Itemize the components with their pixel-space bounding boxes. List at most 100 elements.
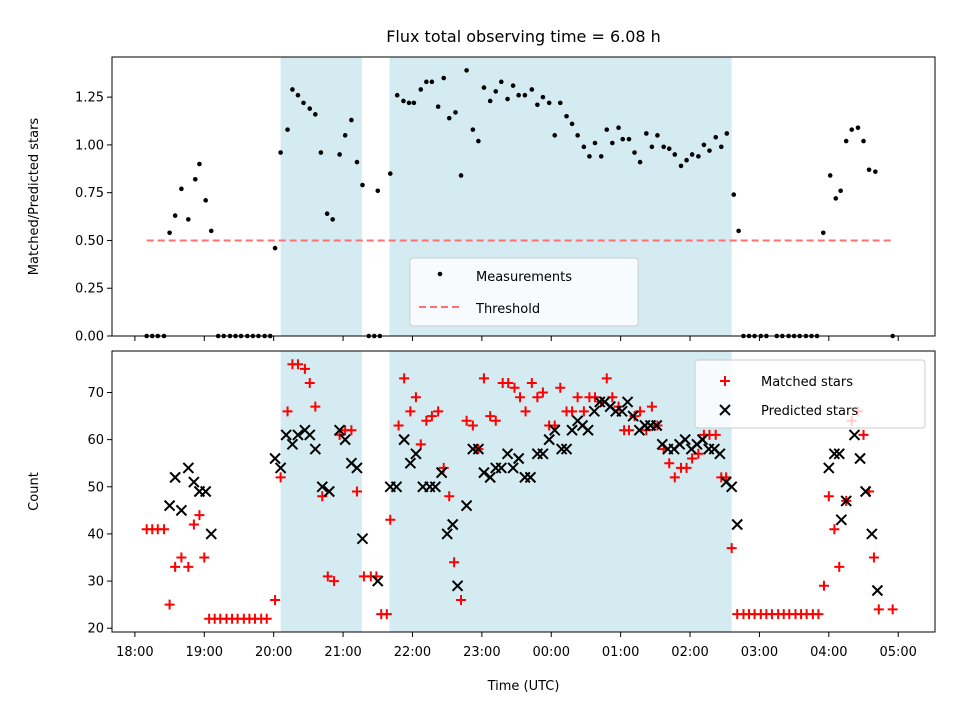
data-point (203, 198, 208, 203)
x-tick-label: 03:00 (741, 645, 778, 660)
data-point (490, 415, 501, 426)
y-tick-label: 30 (87, 575, 104, 590)
data-point (887, 604, 898, 615)
data-point (866, 167, 872, 173)
legend-label-threshold: Threshold (475, 302, 540, 317)
data-point (329, 576, 340, 587)
data-point (627, 410, 639, 422)
data-point (179, 186, 184, 192)
shaded-interval (389, 351, 732, 632)
data-point (472, 443, 485, 455)
data-point (375, 188, 381, 194)
data-point (346, 425, 357, 436)
data-point (270, 594, 281, 605)
y-tick-label: 40 (87, 527, 104, 542)
data-point (192, 177, 198, 182)
data-point (309, 443, 322, 455)
data-point (587, 154, 592, 159)
data-point (399, 373, 410, 384)
data-point (159, 524, 170, 535)
data-point (441, 528, 453, 540)
data-point (199, 485, 212, 498)
data-point (529, 87, 535, 92)
data-point (304, 378, 315, 389)
data-point (401, 98, 406, 104)
data-point (833, 196, 839, 201)
data-point (360, 182, 365, 188)
data-point (507, 462, 519, 474)
data-point (481, 85, 487, 90)
data-point (176, 552, 187, 563)
legend: Matched stars Predicted stars (694, 359, 926, 429)
data-point (840, 495, 852, 507)
data-point (323, 485, 335, 498)
data-point (854, 452, 866, 465)
data-point (581, 144, 587, 150)
data-point (601, 373, 612, 384)
data-point (726, 543, 737, 554)
data-point (484, 471, 496, 484)
data-point (555, 382, 566, 393)
data-point (598, 154, 604, 159)
data-point (188, 519, 199, 530)
top-panel: 0.00 0.25 0.50 0.75 1.00 1.25 Matched/Predicte… (27, 56, 936, 345)
data-point (718, 144, 724, 150)
data-point (493, 89, 499, 94)
data-point (299, 363, 310, 374)
data-point (354, 159, 360, 165)
data-point (337, 152, 342, 157)
data-point (687, 453, 698, 464)
data-point (449, 557, 460, 568)
data-point (269, 452, 281, 465)
data-point (182, 462, 195, 474)
data-point (387, 171, 393, 176)
data-point (441, 75, 446, 81)
data-point (410, 392, 421, 403)
data-point (873, 169, 878, 174)
data-point (351, 462, 363, 474)
data-point (498, 79, 504, 85)
data-point (861, 138, 866, 144)
x-tick-label: 01:00 (602, 645, 639, 660)
data-point (651, 419, 663, 432)
data-point (453, 110, 458, 115)
data-point (736, 228, 741, 234)
data-point (426, 411, 437, 422)
data-point (318, 150, 324, 155)
bottom-panel: 20 30 40 50 60 70 18:00 19:00 20:00 21:00 22:00 23:… (27, 350, 936, 694)
data-point (666, 146, 672, 152)
data-point (655, 133, 660, 138)
data-point (569, 121, 575, 127)
legend-marker-predicted (719, 404, 731, 416)
legend-label-matched: Matched stars (761, 375, 853, 390)
data-point (555, 443, 568, 455)
data-point (324, 211, 330, 216)
data-point (510, 83, 516, 88)
data-point (710, 429, 721, 440)
data-point (385, 514, 396, 525)
data-point (646, 401, 657, 412)
y-tick-label: 70 (87, 386, 104, 401)
data-point (274, 462, 287, 474)
legend: Measurements Threshold (409, 257, 639, 327)
data-point (567, 406, 578, 417)
data-point (322, 571, 333, 582)
data-point (290, 87, 295, 92)
data-point (537, 387, 548, 398)
data-point (421, 415, 432, 426)
chart-title: Flux total observing time = 6.08 h (386, 27, 661, 46)
data-point (572, 392, 583, 403)
data-point (725, 481, 738, 493)
data-point (623, 425, 634, 436)
data-point (540, 94, 546, 100)
data-point (669, 472, 680, 483)
data-point (285, 127, 290, 132)
data-point (503, 378, 514, 389)
data-point (843, 138, 849, 144)
data-point (731, 518, 743, 531)
data-point (205, 528, 217, 540)
data-point (505, 96, 510, 102)
data-point (661, 144, 666, 150)
data-point (564, 113, 569, 119)
data-point (164, 599, 175, 610)
